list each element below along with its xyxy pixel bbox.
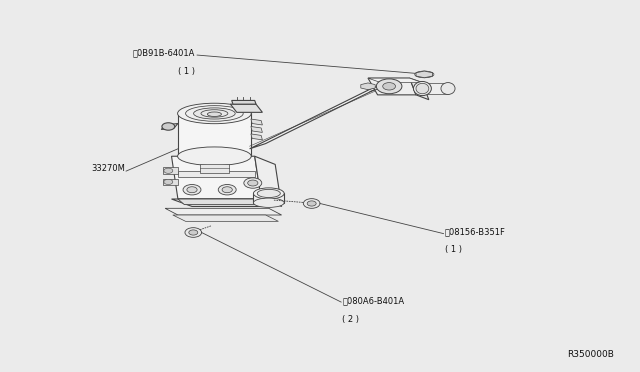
Circle shape	[162, 123, 175, 130]
Ellipse shape	[413, 81, 431, 96]
Circle shape	[244, 178, 262, 188]
Polygon shape	[172, 199, 275, 206]
Circle shape	[164, 168, 173, 173]
Polygon shape	[253, 193, 284, 203]
Circle shape	[185, 228, 202, 237]
Polygon shape	[410, 78, 429, 100]
Circle shape	[303, 199, 320, 208]
Polygon shape	[368, 78, 422, 83]
Text: 33270M: 33270M	[91, 164, 125, 173]
Circle shape	[248, 180, 258, 186]
Polygon shape	[173, 215, 278, 221]
Circle shape	[222, 187, 232, 193]
Polygon shape	[163, 167, 178, 174]
Text: ( 2 ): ( 2 )	[342, 315, 360, 324]
Text: ⓝ0B91B-6401A: ⓝ0B91B-6401A	[133, 49, 195, 58]
Polygon shape	[251, 119, 262, 125]
Polygon shape	[178, 199, 261, 205]
Polygon shape	[255, 156, 282, 206]
Polygon shape	[416, 71, 433, 78]
Ellipse shape	[178, 147, 252, 166]
Circle shape	[383, 83, 396, 90]
Ellipse shape	[186, 106, 243, 121]
Polygon shape	[172, 156, 261, 199]
Ellipse shape	[201, 110, 228, 117]
Ellipse shape	[441, 83, 455, 94]
Text: R350000B: R350000B	[568, 350, 614, 359]
Ellipse shape	[178, 103, 252, 124]
Polygon shape	[178, 171, 255, 177]
Ellipse shape	[193, 108, 236, 119]
Text: Ⓑ080A6-B401A: Ⓑ080A6-B401A	[342, 297, 404, 306]
Ellipse shape	[253, 198, 284, 208]
Polygon shape	[368, 78, 416, 95]
Polygon shape	[251, 126, 262, 132]
Circle shape	[218, 185, 236, 195]
Circle shape	[183, 185, 201, 195]
Ellipse shape	[416, 83, 429, 94]
Polygon shape	[178, 113, 251, 156]
Ellipse shape	[207, 112, 221, 116]
Text: Ⓑ08156-B351F: Ⓑ08156-B351F	[445, 227, 506, 236]
Text: ( 1 ): ( 1 )	[445, 245, 462, 254]
Circle shape	[164, 179, 173, 185]
Polygon shape	[232, 100, 256, 104]
Polygon shape	[161, 124, 178, 129]
Circle shape	[189, 230, 198, 235]
Ellipse shape	[253, 188, 284, 199]
Circle shape	[376, 79, 402, 94]
Circle shape	[187, 187, 197, 193]
Text: ( 1 ): ( 1 )	[178, 67, 195, 76]
Polygon shape	[230, 104, 262, 112]
Circle shape	[307, 201, 316, 206]
Polygon shape	[163, 179, 178, 185]
Polygon shape	[422, 83, 448, 94]
Polygon shape	[200, 164, 229, 173]
Ellipse shape	[257, 189, 280, 198]
Polygon shape	[165, 208, 282, 215]
Polygon shape	[361, 83, 375, 90]
Polygon shape	[250, 82, 390, 149]
Polygon shape	[251, 134, 262, 140]
